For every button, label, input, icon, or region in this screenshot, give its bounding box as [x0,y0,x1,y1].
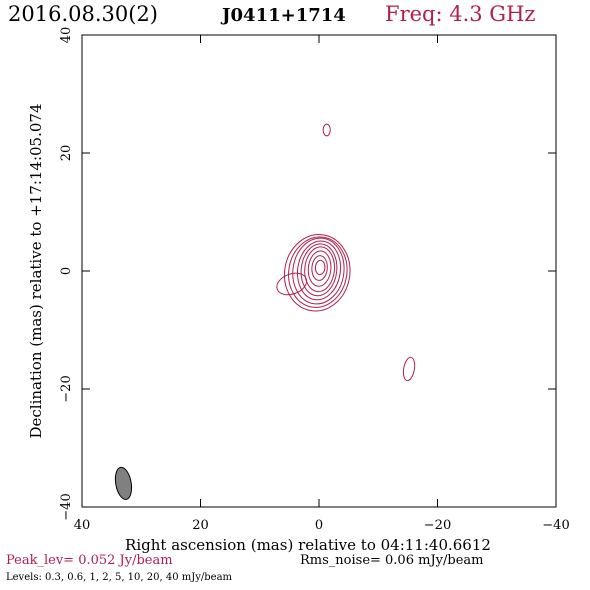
y-tick-label: −20 [59,375,74,402]
frequency-label: Freq: 4.3 GHz [385,2,536,26]
x-tick-label: −40 [542,518,569,533]
contour-line [292,237,345,305]
x-tick-label: 0 [315,518,323,533]
plot-frame [81,34,557,508]
contour-line [314,259,326,276]
contour-line [296,240,342,301]
contour-line [307,250,332,287]
contour-line [276,272,308,296]
source-name: J0411+1714 [222,5,346,26]
contour-line [283,234,351,312]
contour-line [300,243,338,297]
contour-line [402,356,416,382]
contour-line [322,123,331,137]
y-tick-label: 40 [59,27,74,44]
y-tick-label: −40 [59,493,74,520]
y-tick-label: 20 [59,145,74,162]
observation-date: 2016.08.30(2) [8,2,158,26]
contour-line [304,246,335,293]
rms-noise: Rms_noise= 0.06 mJy/beam [300,553,484,568]
x-tick-label: 20 [192,518,209,533]
beam-ellipse [114,466,133,500]
peak-level: Peak_lev= 0.052 Jy/beam [6,553,173,568]
x-axis-label: Right ascension (mas) relative to 04:11:… [125,536,491,554]
contour-line [311,255,328,281]
x-tick-label: −20 [424,518,451,533]
contour-line [288,236,348,308]
x-tick-label: 40 [74,518,91,533]
y-tick-label: 0 [59,267,74,275]
y-axis-label: Declination (mas) relative to +17:14:05.… [27,103,45,438]
contour-levels: Levels: 0.3, 0.6, 1, 2, 5, 10, 20, 40 mJ… [6,572,233,583]
